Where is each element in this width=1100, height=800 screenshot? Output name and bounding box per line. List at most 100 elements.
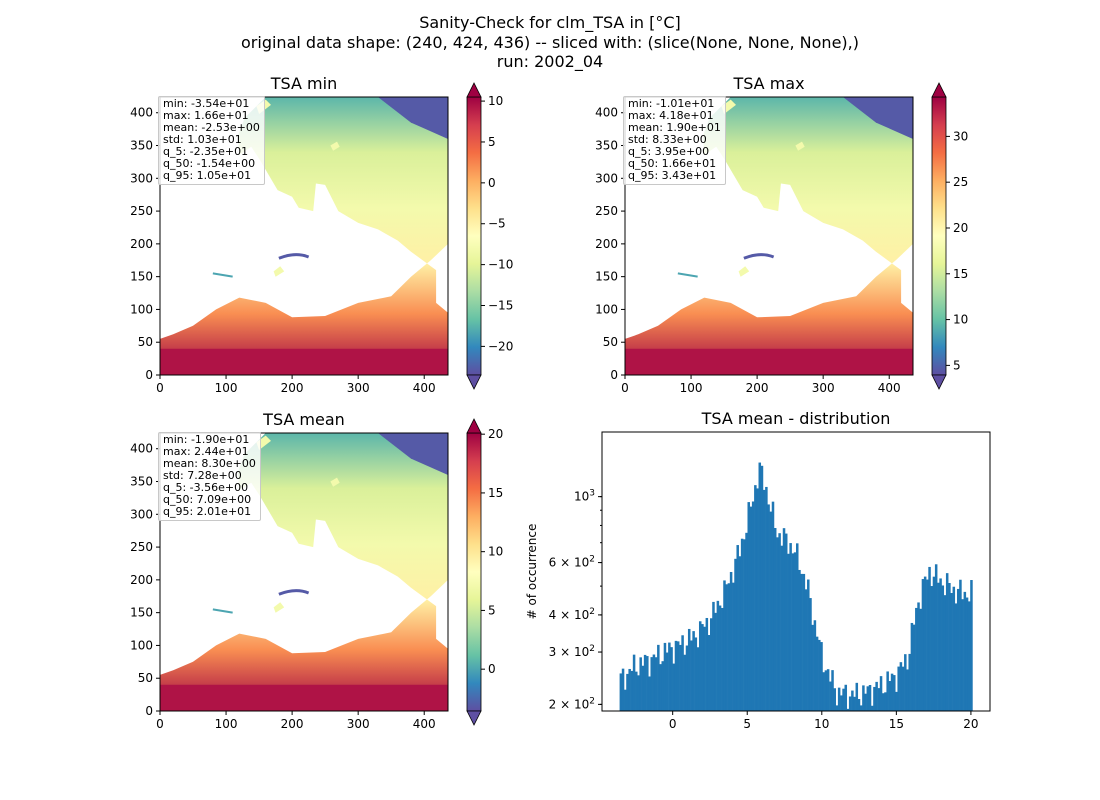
- histogram-bar: [762, 489, 766, 711]
- histogram-bar: [837, 687, 841, 711]
- colorbar-extend-min: [466, 710, 482, 726]
- x-tick-label: 100: [215, 381, 238, 395]
- histogram-bar: [939, 578, 942, 711]
- histogram-bar: [877, 688, 881, 711]
- y-tick-label: 250: [130, 540, 153, 554]
- colorbar-tick-label: 10: [953, 313, 968, 327]
- histogram-bar: [630, 670, 634, 711]
- colorbar-extend-max: [466, 418, 482, 434]
- histogram-bar: [919, 608, 922, 711]
- histogram-bar: [723, 580, 726, 711]
- histogram-bar: [679, 644, 682, 711]
- histogram-bar: [676, 641, 680, 711]
- histogram-panel: 0 5 10 15 20 2 × 102 3 × 102 4 × 102 6 × 102 103 T…: [525, 409, 991, 731]
- heatmap-panel: 0 100 200 300 400050100150200250300350400TSA…: [130, 74, 513, 395]
- histogram-bar: [798, 569, 801, 711]
- histogram-bar: [734, 558, 737, 711]
- colorbar-tick-label: 20: [488, 427, 503, 441]
- colorbar-extend-max: [466, 82, 482, 98]
- stats-line: q_95: 1.05e+01: [163, 169, 252, 182]
- stats-line: mean: 1.90e+01: [628, 121, 721, 134]
- colorbar-extend-min: [466, 374, 482, 390]
- histogram-bar: [681, 635, 684, 711]
- axes-frame: [159, 432, 449, 712]
- histogram-bar: [683, 654, 687, 711]
- histogram-bar: [824, 670, 828, 711]
- colorbar-tick-label: 5: [488, 135, 496, 149]
- histogram-bar: [802, 573, 806, 711]
- colorbar-tick-label: −5: [488, 217, 506, 231]
- stats-line: q_50: -1.54e+00: [163, 157, 256, 170]
- histogram-bar: [751, 501, 755, 711]
- colorbar-tick-label: 0: [488, 662, 496, 676]
- y-axis-label: # of occurrence: [525, 524, 539, 620]
- x-tick-label: 0: [156, 381, 164, 395]
- stats-line: min: -1.01e+01: [628, 97, 715, 110]
- stats-line: max: 4.18e+01: [628, 109, 714, 122]
- histogram-bar: [831, 670, 834, 711]
- stats-line: mean: 8.30e+00: [163, 457, 256, 470]
- stats-line: q_5: -3.56e+00: [163, 481, 249, 494]
- histogram-bar: [908, 653, 911, 711]
- histogram-bar: [701, 624, 704, 711]
- histogram-bar: [895, 691, 898, 711]
- histogram-bar: [890, 673, 894, 711]
- histogram-bar: [641, 665, 645, 711]
- y-tick-label: 200: [130, 573, 153, 587]
- colorbar-tick-label: 15: [953, 267, 968, 281]
- x-tick-label: 20: [963, 717, 978, 731]
- histogram-bars: [619, 462, 973, 711]
- histogram-bar: [826, 669, 830, 711]
- island: [273, 602, 285, 613]
- histogram-bar: [672, 663, 676, 711]
- y-tick-label: 50: [138, 671, 153, 685]
- colorbar: [466, 96, 482, 376]
- island: [330, 477, 340, 487]
- axes-frame: [624, 96, 914, 376]
- axes-frame: [601, 431, 991, 712]
- histogram-bar: [943, 595, 947, 711]
- histogram-bar: [800, 573, 803, 711]
- y-tick-label: 0: [145, 368, 153, 382]
- histogram-bar: [809, 598, 812, 711]
- histogram-bar: [844, 684, 848, 711]
- y-tick-label: 400: [595, 106, 618, 120]
- x-tick-label: 100: [680, 381, 703, 395]
- histogram-bar: [888, 681, 892, 711]
- histogram-bar: [873, 686, 876, 711]
- histogram-bar: [926, 579, 929, 711]
- x-tick-label: 0: [621, 381, 629, 395]
- histogram-bar: [807, 579, 810, 711]
- colorbar-tick-label: 5: [488, 603, 496, 617]
- y-tick-label: 250: [595, 204, 618, 218]
- histogram-bar: [626, 673, 629, 711]
- histogram-bar: [637, 675, 640, 711]
- colorbar-extend-min: [931, 374, 947, 390]
- histogram-bar: [956, 588, 960, 711]
- histogram-bar: [791, 553, 795, 711]
- histogram-bar: [760, 465, 764, 711]
- x-tick-label: 300: [347, 381, 370, 395]
- stats-line: mean: -2.53e+00: [163, 121, 260, 134]
- histogram-bar: [754, 485, 757, 711]
- histogram-bar: [822, 672, 825, 711]
- histogram-bar: [897, 666, 900, 711]
- y-tick-label: 0: [610, 368, 618, 382]
- histogram-bar: [815, 636, 819, 711]
- x-tick-label: 300: [347, 717, 370, 731]
- histogram-bar: [855, 682, 859, 711]
- histogram-bar: [765, 486, 768, 711]
- histogram-bar: [970, 580, 973, 711]
- histogram-bar: [690, 640, 693, 711]
- histogram-bar: [674, 640, 678, 711]
- stats-line: std: 7.28e+00: [163, 469, 242, 482]
- stats-line: q_50: 1.66e+01: [628, 157, 717, 170]
- histogram-bar: [967, 601, 971, 711]
- histogram-bar: [714, 612, 717, 711]
- histogram-bar: [818, 639, 821, 711]
- colorbar-tick-label: 20: [953, 221, 968, 235]
- histogram-bar: [769, 511, 773, 711]
- histogram-bar: [727, 583, 731, 711]
- mountain-ridge: [212, 272, 233, 278]
- histogram-bar: [917, 602, 920, 711]
